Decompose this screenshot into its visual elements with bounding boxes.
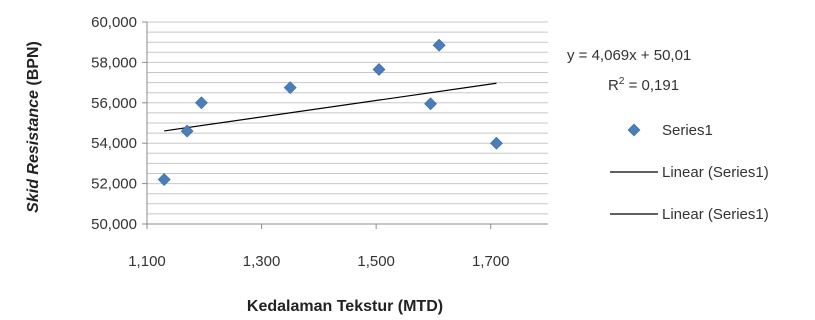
y-tick-label: 54,000 [91, 135, 137, 152]
data-point [283, 81, 297, 95]
legend-label: Series1 [662, 122, 713, 139]
axes [142, 21, 548, 229]
y-tick-label: 52,000 [91, 176, 137, 193]
grid-lines [147, 21, 548, 225]
data-point [424, 97, 437, 111]
trendline [164, 82, 497, 132]
y-tick-label: 56,000 [91, 95, 137, 112]
data-point [180, 124, 194, 138]
legend-label: Linear (Series1) [662, 206, 769, 223]
y-tick-label: 58,000 [91, 54, 137, 71]
y-axis-title-italic: Skid Resistance [25, 90, 42, 213]
data-point [372, 63, 386, 76]
x-tick-label: 1,100 [128, 253, 166, 270]
x-tick-label: 1,300 [243, 253, 281, 270]
legend-label: Linear (Series1) [662, 164, 769, 181]
data-points [157, 38, 503, 186]
y-axis-title-unit: (BPN) [25, 41, 42, 90]
y-tick-label: 50,000 [91, 216, 137, 233]
x-axis-title: Kedalaman Tekstur (MTD) [247, 298, 443, 315]
trendline-equation: y = 4,069x + 50,01 [567, 47, 691, 64]
legend-marker-series1 [627, 123, 641, 137]
y-axis-title: Skid Resistance (BPN) [25, 41, 42, 213]
x-tick-label: 1,500 [357, 253, 395, 270]
data-point [157, 173, 171, 186]
r-squared-prefix: R [608, 77, 619, 94]
r-squared-value: = 0,191 [624, 77, 679, 94]
r-squared-superscript: 2 [619, 76, 625, 87]
x-tick-labels: 1,100 1,300 1,500 1,700 [128, 253, 509, 270]
data-point [432, 38, 446, 52]
x-tick-label: 1,700 [472, 253, 510, 270]
legend: Series1 Linear (Series1) Linear (Series1) [610, 122, 769, 223]
y-tick-label: 60,000 [91, 14, 137, 31]
trendline-group [164, 82, 497, 132]
data-point [194, 96, 208, 110]
y-tick-labels: 50,000 52,000 54,000 56,000 58,000 60,000 [91, 14, 137, 233]
r-squared-label: R2 = 0,191 [608, 76, 679, 94]
data-point [490, 136, 503, 150]
